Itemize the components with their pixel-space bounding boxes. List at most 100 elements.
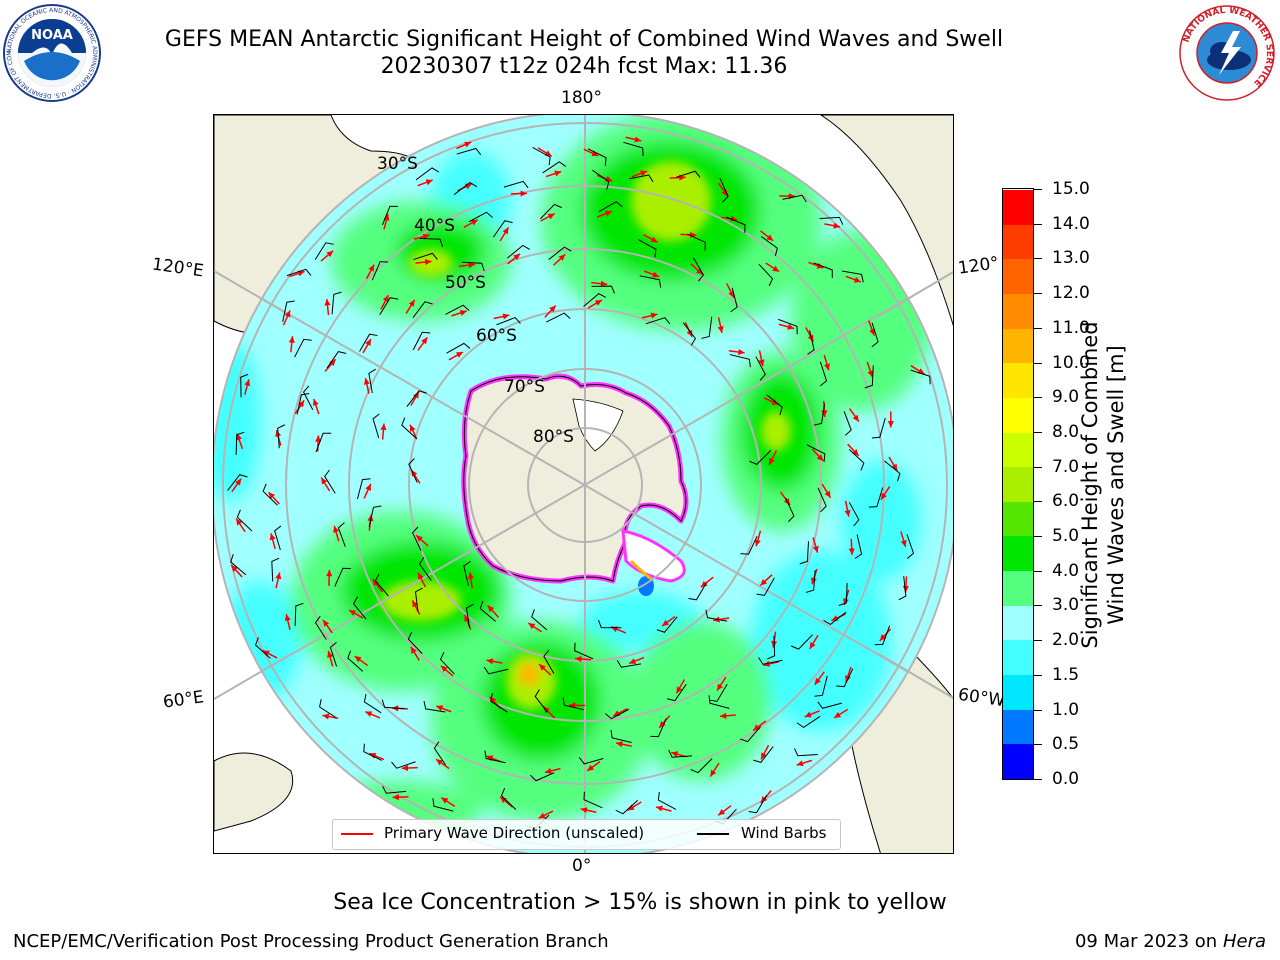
wind-barb (760, 236, 778, 257)
wave-arrow-head (549, 305, 556, 313)
wind-barb (739, 726, 762, 743)
wind-barb (791, 634, 813, 650)
wave-arrow-head (634, 136, 642, 143)
wave-arrow-head (543, 706, 550, 714)
wave-arrow-head (700, 580, 708, 588)
wave-arrow-head (326, 569, 333, 577)
wave-arrow-head (410, 646, 417, 654)
colorbar-tick (1034, 744, 1042, 746)
wind-barb (368, 368, 376, 394)
colorbar-segment (1003, 466, 1033, 502)
wind-barb (758, 657, 783, 665)
colorbar-tick-label: 15.0 (1052, 179, 1090, 199)
wave-arrow-head (650, 236, 658, 243)
wind-barb (277, 424, 286, 449)
wave-arrow-head (575, 655, 582, 663)
wave-arrow-head (244, 379, 251, 387)
lon-label-60e: 60°E (161, 687, 206, 713)
wave-arrow-head (392, 794, 399, 801)
wind-barb (688, 582, 708, 601)
wind-barb (666, 683, 687, 702)
wind-barb (562, 697, 584, 711)
map-legend: Primary Wave Direction (unscaled) Wind B… (332, 819, 841, 850)
wind-barb (645, 317, 671, 325)
wave-arrow-head (900, 539, 907, 547)
wave-arrow-head (297, 270, 305, 277)
wave-arrow-head (627, 804, 635, 811)
colorbar-segment (1003, 605, 1033, 641)
wave-arrow-head (365, 483, 371, 491)
wave-arrow-head (730, 215, 738, 222)
wind-barb (753, 746, 774, 763)
wind-barb (326, 351, 347, 369)
wind-barb (823, 611, 847, 626)
colorbar-tick-label: 13.0 (1052, 248, 1090, 269)
wave-arrow-head (902, 585, 909, 593)
wave-arrow-head (547, 213, 555, 220)
wind-barb (854, 534, 863, 559)
wave-arrow-head (539, 664, 546, 671)
wind-barb (468, 211, 493, 223)
wind-barb (334, 567, 351, 587)
wave-arrow-head (324, 299, 331, 306)
wave-arrow-head (848, 548, 855, 555)
wave-arrow-head (236, 433, 243, 441)
colorbar-segment (1003, 224, 1033, 260)
wave-arrow-head (891, 463, 898, 471)
wave-arrow-head (594, 300, 602, 306)
wave-arrow-head (409, 424, 416, 432)
wave-arrow-head (833, 222, 841, 229)
wave-arrow-head (284, 614, 291, 622)
wind-barb (813, 262, 833, 278)
wave-arrow-head (710, 769, 717, 777)
wave-arrow-head (424, 258, 432, 266)
wind-barb (748, 795, 768, 814)
wind-barb (806, 444, 826, 462)
wave-arrow-head (455, 351, 463, 358)
wave-arrow-head (323, 619, 330, 627)
wind-barb (583, 791, 603, 809)
wind-barb (271, 557, 280, 582)
colorbar-tick-label: 4.0 (1052, 560, 1080, 581)
colorbar-tick-label: 10.0 (1052, 352, 1090, 373)
wind-barb (868, 487, 884, 508)
wave-arrow-head (659, 720, 666, 728)
nws-logo: NATIONAL WEATHER SERVICE (1179, 5, 1275, 101)
wave-arrow-head (486, 658, 494, 665)
wind-barb (610, 729, 632, 743)
wind-barb (542, 161, 567, 174)
wind-barb (463, 560, 471, 586)
wind-barb (236, 509, 253, 532)
wave-arrow-head (867, 370, 874, 378)
wind-barb (756, 577, 775, 596)
wind-barb (374, 573, 389, 597)
wind-barb (314, 615, 327, 640)
lat-label-50s: 50°S (445, 273, 486, 293)
wind-barb (848, 449, 865, 471)
wind-barb (532, 147, 551, 166)
wind-barb (543, 649, 555, 674)
colorbar-tick-label: 1.5 (1052, 664, 1080, 685)
colorbar-tick-label: 3.0 (1052, 595, 1080, 616)
wind-barb (286, 268, 312, 277)
wind-barb (337, 522, 346, 547)
wind-barb (445, 304, 470, 315)
colorbar-tick-label: 1.0 (1052, 699, 1080, 720)
wave-arrow-head (312, 398, 319, 406)
wave-arrow-head (650, 312, 658, 319)
wave-arrow-head (879, 634, 887, 641)
wind-barb (740, 535, 758, 555)
colorbar-segment (1003, 536, 1033, 572)
wave-arrow-head (809, 641, 816, 649)
wind-barb (227, 474, 248, 491)
wind-barb (412, 331, 431, 351)
wind-barb (534, 689, 548, 713)
colorbar (1002, 188, 1034, 780)
wave-arrow-head (321, 477, 328, 485)
wave-arrow-head (844, 509, 851, 517)
wave-arrow-head (554, 170, 562, 177)
wave-arrow-head (235, 478, 242, 486)
wind-barb (668, 749, 693, 758)
wind-barb (639, 275, 662, 288)
wave-arrow-head (605, 210, 612, 217)
